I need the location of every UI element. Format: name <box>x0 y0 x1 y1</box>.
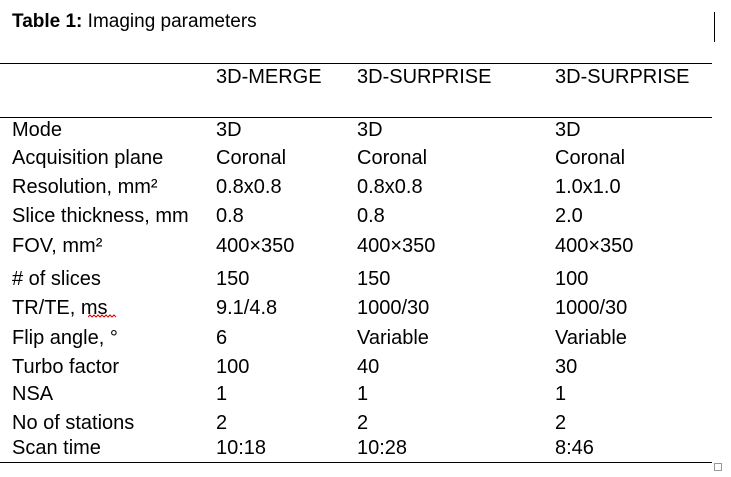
top-rule <box>0 63 712 64</box>
cell: Variable <box>357 327 429 349</box>
cell: 1 <box>216 383 228 405</box>
bottom-rule <box>0 462 712 463</box>
cell: 0.8x0.8 <box>216 176 282 198</box>
table-caption: Table 1: Imaging parameters <box>12 10 257 34</box>
cell: 1000/30 <box>357 297 430 319</box>
cell: 8:46 <box>555 437 594 459</box>
row-label: Flip angle, ° <box>12 327 118 349</box>
cell: Variable <box>555 327 627 349</box>
row-label: TR/TE, ms <box>12 297 108 319</box>
text-cursor <box>714 12 715 42</box>
cell: 3D <box>216 119 242 141</box>
cell: 3D <box>357 119 383 141</box>
column-header: 3D-SURPRISE <box>555 66 690 88</box>
caption-text: Imaging parameters <box>87 11 257 32</box>
row-label: Slice thickness, mm <box>12 205 189 227</box>
cell: 1000/30 <box>555 297 628 319</box>
row-label: No of stations <box>12 412 135 434</box>
cell: 150 <box>216 268 250 290</box>
cell: 0.8 <box>357 205 385 227</box>
cell: 6 <box>216 327 228 349</box>
row-label: Scan time <box>12 437 101 459</box>
cell: 0.8 <box>216 205 244 227</box>
cell: 2 <box>555 412 567 434</box>
cell: 1.0x1.0 <box>555 176 621 198</box>
cell: 100 <box>555 268 589 290</box>
row-label: Resolution, mm² <box>12 176 158 198</box>
header-rule <box>0 117 712 118</box>
row-label: NSA <box>12 383 54 405</box>
row-label: Turbo factor <box>12 356 120 378</box>
cell: 400×350 <box>357 235 436 257</box>
row-label: Mode <box>12 119 63 141</box>
row-label: # of slices <box>12 268 101 290</box>
cell: 30 <box>555 356 578 378</box>
cell: 100 <box>216 356 250 378</box>
row-label: FOV, mm² <box>12 235 103 257</box>
cell: 10:18 <box>216 437 267 459</box>
cell: 9.1/4.8 <box>216 297 278 319</box>
cell: 1 <box>357 383 369 405</box>
cell: 3D <box>555 119 581 141</box>
cell: 0.8x0.8 <box>357 176 423 198</box>
column-header: 3D-SURPRISE <box>357 66 492 88</box>
cell: 2.0 <box>555 205 583 227</box>
cell: 40 <box>357 356 380 378</box>
cell: 150 <box>357 268 391 290</box>
caption-label: Table 1: <box>12 11 83 32</box>
cell: 400×350 <box>216 235 295 257</box>
spell-squiggle <box>88 314 117 318</box>
column-header: 3D-MERGE <box>216 66 322 88</box>
cell: Coronal <box>555 147 626 169</box>
cell: 2 <box>357 412 369 434</box>
cell: 1 <box>555 383 567 405</box>
end-marker <box>714 463 722 471</box>
cell: 10:28 <box>357 437 408 459</box>
cell: 2 <box>216 412 228 434</box>
cell: Coronal <box>357 147 428 169</box>
cell: Coronal <box>216 147 287 169</box>
row-label: Acquisition plane <box>12 147 164 169</box>
cell: 400×350 <box>555 235 634 257</box>
